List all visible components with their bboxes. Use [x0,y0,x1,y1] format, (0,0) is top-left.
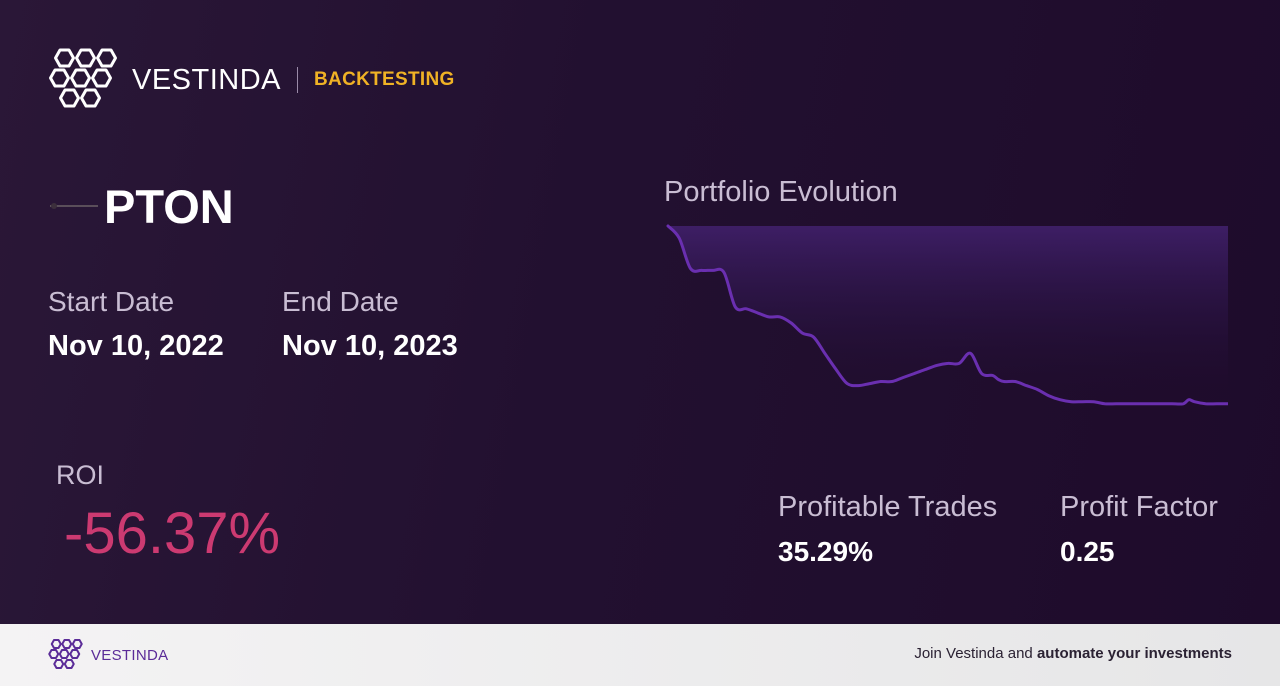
pton-logo-icon [50,203,98,209]
profitable-trades-value: 35.29% [778,536,873,567]
chart-area [668,226,1228,405]
brand-divider [297,67,299,93]
profit-factor-value: 0.25 [1060,536,1115,567]
vestinda-logo-icon [49,48,117,108]
footer-cta-bold: automate your investments [1036,645,1232,662]
footer-bar: VESTINDA Join Vestinda and automate your… [0,624,1280,686]
footer-brand[interactable]: VESTINDA [48,638,168,672]
chart-series-line [666,224,1228,406]
brand-name: VESTINDA [132,63,282,96]
footer-cta-prefix: Join Vestinda and [914,645,1037,662]
banner-main: VESTINDA BACKTESTING PTON Start Date Nov… [48,48,1228,567]
end-date-value: Nov 10, 2023 [282,330,458,362]
footer-brand-name: VESTINDA [91,646,169,664]
brand-tag: BACKTESTING [314,69,455,90]
start-date-label: Start Date [48,286,175,317]
profit-factor-label: Profit Factor [1060,491,1218,523]
asset-ticker: PTON [104,179,234,233]
chart-title: Portfolio Evolution [664,176,898,208]
footer-cta[interactable]: Join Vestinda and automate your investme… [914,645,1232,662]
profitable-trades-label: Profitable Trades [778,491,998,523]
asset-header: PTON [48,176,234,236]
brand-header: VESTINDA BACKTESTING [48,48,455,112]
roi-label: ROI [56,460,105,490]
portfolio-chart [666,224,1228,406]
vestinda-logo-icon [48,639,83,669]
roi-value: -56.37% [64,501,281,566]
end-date-label: End Date [282,286,399,317]
start-date-value: Nov 10, 2022 [48,330,224,362]
